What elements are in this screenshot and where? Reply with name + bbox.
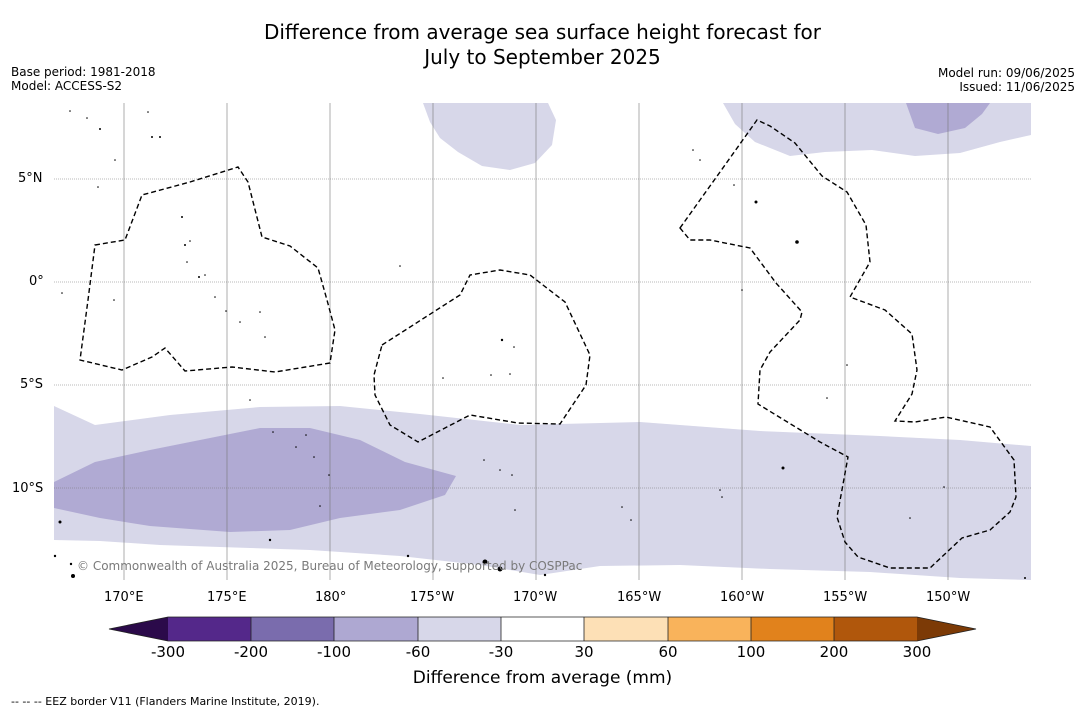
colorbar-bin-2 [251, 617, 334, 641]
meta-left: Base period: 1981-2018 Model: ACCESS-S2 [11, 65, 156, 93]
colorbar [108, 616, 977, 642]
lon-label-155w: 155°W [823, 590, 868, 605]
title-line-1: Difference from average sea surface heig… [263, 20, 822, 44]
lon-label-175w: 175°W [410, 590, 455, 605]
lon-label-165w: 165°W [617, 590, 662, 605]
colorbar-bin-7 [668, 617, 751, 641]
eez-line-islands [679, 119, 1017, 569]
islands [53, 110, 1026, 579]
colorbar-bin-3 [334, 617, 418, 641]
colorbar-tick: 200 [819, 643, 849, 661]
base-period: Base period: 1981-2018 [11, 65, 156, 79]
map-title: Difference from average sea surface heig… [0, 20, 1085, 70]
colorbar-tick: 30 [574, 643, 594, 661]
copyright-credit: © Commonwealth of Australia 2025, Bureau… [77, 559, 583, 573]
colorbar-tick: 100 [736, 643, 766, 661]
issued-date: Issued: 11/06/2025 [959, 80, 1075, 94]
colorbar-tick: 300 [902, 643, 932, 661]
graticule [54, 103, 1031, 580]
lon-label-160w: 160°W [720, 590, 765, 605]
model-run: Model run: 09/06/2025 [937, 66, 1075, 80]
colorbar-tick: 60 [658, 643, 678, 661]
lon-label-170w: 170°W [513, 590, 558, 605]
colorbar-bin-4 [418, 617, 501, 641]
colorbar-bin-8 [751, 617, 834, 641]
lat-label-10s: 10°S [12, 481, 44, 496]
colorbar-tick: -30 [488, 643, 514, 661]
anomaly-light-northeast [723, 103, 1031, 156]
eez-legend-note: -- -- -- EEZ border V11 (Flanders Marine… [11, 695, 320, 708]
lon-label-150w: 150°W [926, 590, 971, 605]
colorbar-tick: -200 [233, 643, 269, 661]
lat-label-5n: 5°N [18, 171, 43, 186]
colorbar-bin-6 [584, 617, 668, 641]
model-name: Model: ACCESS-S2 [11, 79, 123, 93]
colorbar-outline [108, 616, 977, 642]
colorbar-bin-9 [834, 617, 917, 641]
eez-tokelau-phoenix [373, 269, 591, 443]
anomaly-medium-southwest [54, 428, 456, 532]
colorbar-under-arrow [109, 617, 168, 641]
colorbar-tick: -300 [150, 643, 186, 661]
colorbar-over-arrow [917, 617, 976, 641]
lat-label-5s: 5°S [20, 377, 44, 392]
colorbar-bin-5 [501, 617, 584, 641]
lon-label-180: 180° [315, 590, 347, 605]
colorbar-bin-1 [168, 617, 251, 641]
lon-label-175e: 175°E [207, 590, 247, 605]
colorbar-tick: -60 [405, 643, 431, 661]
colorbar-tick: -100 [316, 643, 352, 661]
meta-right: Model run: 09/06/2025 Issued: 11/06/2025 [938, 66, 1075, 94]
eez-kiribati-gilberts [79, 166, 336, 373]
colorbar-label: Difference from average (mm) [412, 668, 673, 688]
lat-label-0: 0° [29, 274, 44, 289]
eez-borders [79, 119, 1017, 569]
title-line-2: July to September 2025 [424, 45, 661, 69]
lon-label-170e: 170°E [104, 590, 144, 605]
map-panel [53, 103, 1031, 580]
anomaly-light-north-1 [423, 103, 556, 170]
